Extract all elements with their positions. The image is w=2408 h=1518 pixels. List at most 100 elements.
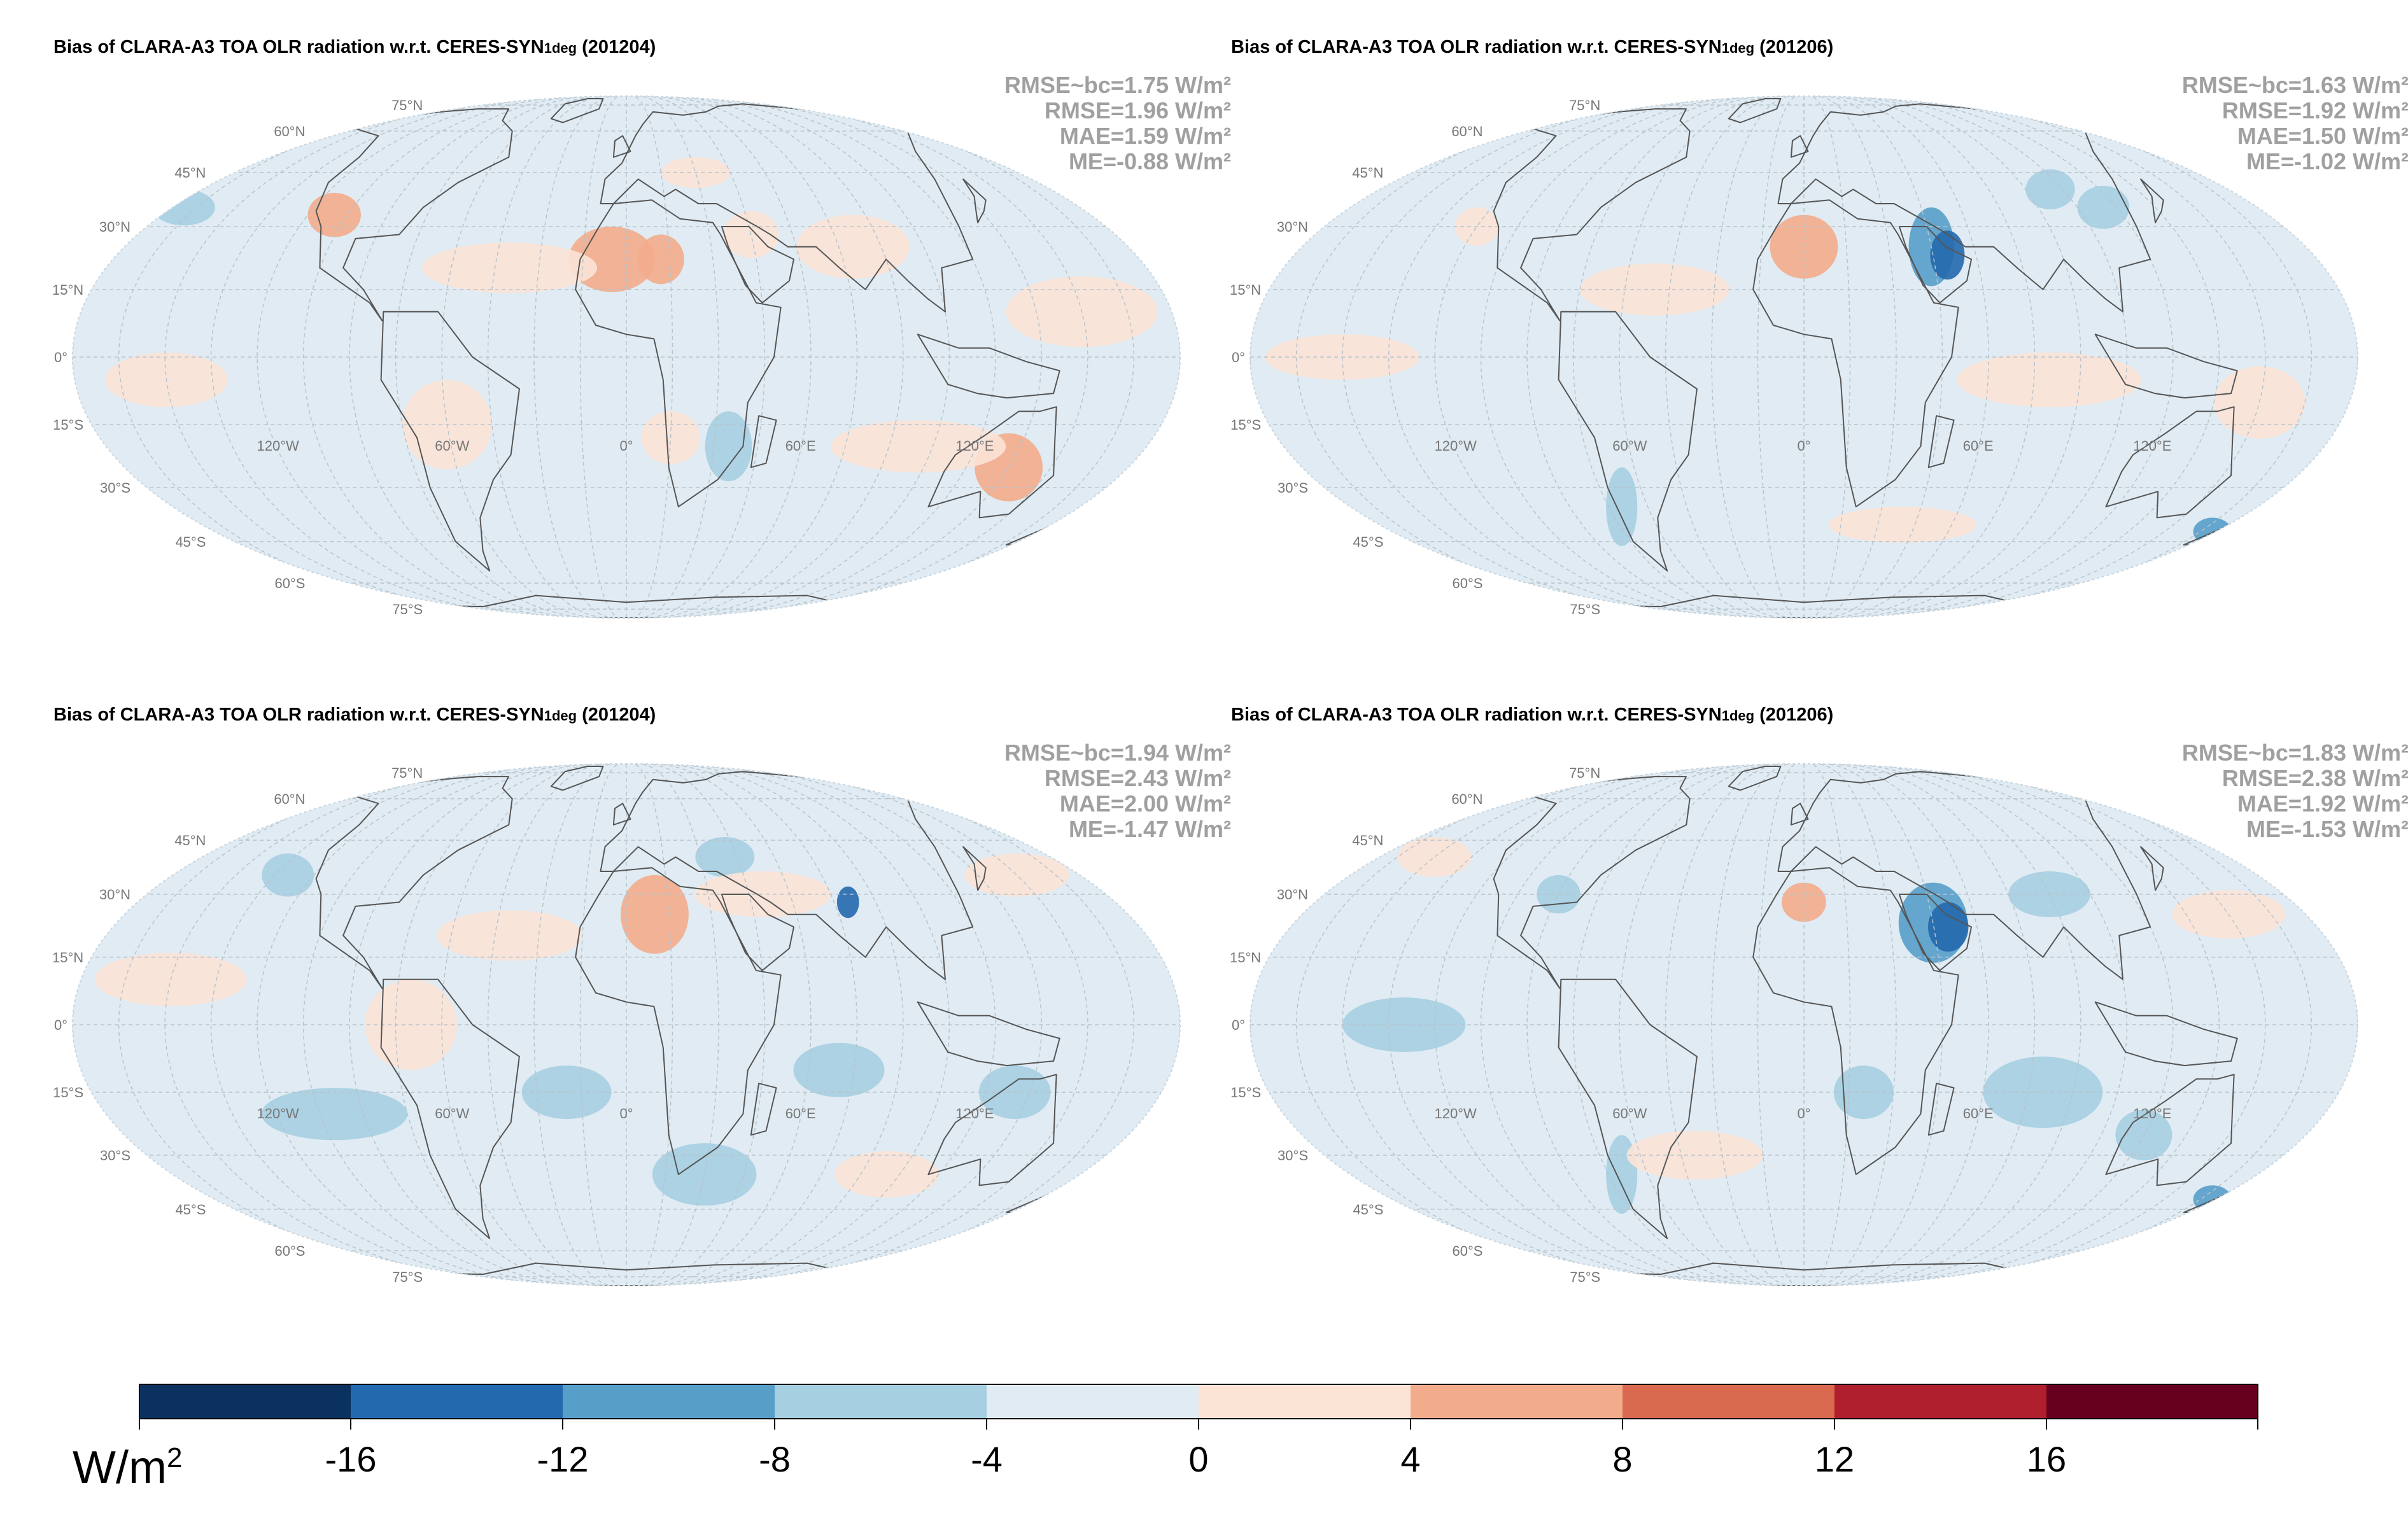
lat-label: 15°S: [1230, 1085, 1261, 1100]
bias-patch: [1782, 882, 1826, 922]
meridian-gridline: [441, 96, 603, 618]
panel-title: Bias of CLARA-A3 TOA OLR radiation w.r.t…: [1231, 705, 1834, 725]
meridian-gridline: [678, 764, 1043, 1286]
meridian-gridline: [257, 764, 581, 1286]
meridian-gridline: [655, 764, 858, 1286]
lat-label: 30°N: [99, 887, 130, 903]
meridian-gridline: [1665, 96, 1787, 618]
coastline-north-america: [1493, 108, 1691, 321]
bias-patch: [2193, 517, 2232, 546]
bias-patch: [1828, 507, 1976, 543]
stat-me: ME=-1.53 W/m²: [2246, 816, 2408, 842]
colorbar-bin: [1623, 1384, 1834, 1419]
meridian-gridline: [1809, 96, 1851, 618]
meridian-gridline: [649, 96, 812, 618]
bias-patch: [652, 1143, 757, 1206]
lat-label: 60°N: [1451, 791, 1482, 807]
coastline-greenland: [550, 98, 604, 123]
lat-label: 75°S: [392, 601, 423, 617]
colorbar-end-tick: [139, 1419, 140, 1430]
lat-label: 75°S: [1570, 601, 1600, 617]
bias-patch: [1930, 230, 1965, 280]
lat-label: 15°S: [53, 417, 83, 433]
meridian-gridline: [1850, 764, 2174, 1286]
colorbar-tick: [1198, 1419, 1199, 1430]
stat-rmse-bc: RMSE~bc=1.75 W/m²: [1004, 72, 1231, 98]
lon-label: 120°W: [257, 438, 300, 454]
coastline-uk: [612, 803, 631, 826]
bias-patch: [831, 420, 1006, 473]
bias-patch: [2193, 1185, 2232, 1214]
meridian-gridline: [1861, 96, 2266, 618]
map-panel-201204-a: Bias of CLARA-A3 TOA OLR radiation w.r.t…: [52, 37, 1231, 699]
lat-label: 0°: [1232, 1017, 1245, 1033]
colorbar-bin: [1834, 1384, 2046, 1419]
meridian-gridline: [1480, 764, 1764, 1286]
coastline-antarctica: [402, 594, 850, 618]
lat-label: 15°N: [1230, 282, 1261, 298]
colorbar-tick-label: -12: [537, 1439, 589, 1479]
lon-label: 120°W: [1435, 438, 1477, 454]
colorbar-tick: [562, 1419, 563, 1430]
colorbar-tick: [986, 1419, 987, 1430]
colorbar-tick: [350, 1419, 351, 1430]
map-outline: [72, 95, 1181, 619]
stat-me: ME=-1.47 W/m²: [1068, 816, 1231, 842]
lon-label: 60°E: [1963, 1106, 1994, 1121]
colorbar-bin: [563, 1384, 775, 1419]
coastline-eurasia: [1777, 103, 2151, 313]
bias-patch: [1983, 1056, 2103, 1128]
meridian-gridline: [1815, 96, 1897, 618]
lat-label: 45°S: [1353, 534, 1383, 550]
lat-label: 75°S: [1570, 1269, 1600, 1285]
coastline-north-america: [315, 776, 513, 989]
meridian-gridline: [672, 96, 996, 618]
meridian-gridline: [1833, 96, 2036, 618]
bias-patch: [621, 875, 689, 954]
bias-patch: [1342, 997, 1466, 1052]
lat-label: 75°S: [392, 1269, 423, 1285]
meridian-gridline: [1711, 96, 1792, 618]
lon-label: 0°: [619, 1106, 633, 1121]
bias-patch: [1606, 467, 1638, 547]
meridian-gridline: [1480, 96, 1764, 618]
lat-label: 15°N: [1230, 950, 1261, 966]
stat-rmse: RMSE=1.96 W/m²: [1044, 97, 1231, 123]
lat-label: 30°N: [99, 219, 130, 235]
meridian-gridline: [666, 96, 950, 618]
coastline-uk: [1790, 135, 1809, 158]
meridian-gridline: [638, 764, 719, 1286]
colorbar-tick: [1834, 1419, 1835, 1430]
lat-label: 15°S: [53, 1085, 83, 1100]
coastline-greenland: [1728, 98, 1782, 123]
stat-me: ME=-0.88 W/m²: [1068, 148, 1231, 174]
bias-patch: [836, 886, 859, 918]
meridian-gridline: [678, 96, 1043, 618]
lat-label: 45°S: [175, 534, 206, 550]
lat-label: 60°S: [275, 1243, 306, 1259]
bias-patch: [695, 837, 755, 877]
bias-patch: [964, 854, 1069, 897]
bias-patch: [796, 214, 910, 279]
map-outline: [1250, 763, 2358, 1286]
meridian-gridline: [1827, 764, 1989, 1286]
meridian-gridline: [1815, 764, 1897, 1286]
map: 75°N 60°N 45°N 30°N 15°N 0° 15°S 30°S 45°S 60°S 75…: [52, 763, 1181, 1286]
colorbar-tick-label: 8: [1612, 1439, 1633, 1479]
lat-label: 45°N: [1352, 165, 1383, 181]
meridian-gridline: [1572, 96, 1775, 618]
meridian-gridline: [1619, 764, 1781, 1286]
lat-label: 0°: [1232, 349, 1245, 365]
coastline-south-america: [1558, 311, 1698, 572]
stat-mae: MAE=1.92 W/m²: [2237, 791, 2408, 817]
lat-label: 45°N: [1352, 833, 1383, 848]
bias-patch: [307, 192, 361, 237]
stats-box: RMSE~bc=1.94 W/m² RMSE=2.43 W/m² MAE=2.0…: [1004, 740, 1231, 842]
coastline-antarctica: [402, 1262, 850, 1286]
meridian-gridline: [638, 96, 719, 618]
coastline-africa: [575, 199, 782, 508]
colorbar-bin: [2046, 1384, 2258, 1419]
lon-label: 60°E: [1963, 438, 1994, 454]
lon-label: 120°W: [257, 1106, 300, 1121]
stat-mae: MAE=1.50 W/m²: [2237, 123, 2408, 149]
